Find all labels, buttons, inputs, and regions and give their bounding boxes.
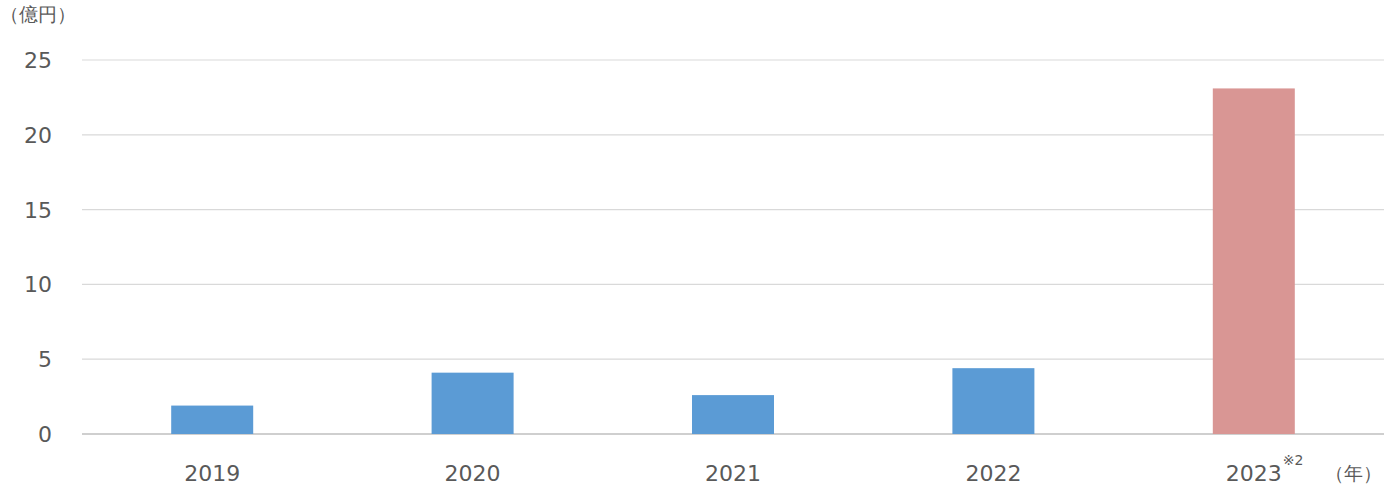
grid-line bbox=[82, 59, 1384, 60]
grid-line bbox=[82, 209, 1384, 210]
bar bbox=[432, 373, 514, 434]
y-tick-label: 10 bbox=[24, 272, 52, 297]
y-tick-label: 20 bbox=[24, 123, 52, 148]
bar bbox=[1213, 88, 1295, 434]
grid-line bbox=[82, 284, 1384, 285]
bar bbox=[952, 368, 1034, 434]
y-tick-label: 0 bbox=[38, 422, 52, 447]
x-tick-label: 2022 bbox=[965, 461, 1021, 485]
y-tick-label: 5 bbox=[38, 347, 52, 372]
y-tick-label: 15 bbox=[24, 198, 52, 223]
y-tick-label: 25 bbox=[24, 48, 52, 73]
y-axis-label: （億円） bbox=[0, 3, 76, 25]
bar bbox=[692, 395, 774, 434]
bars bbox=[171, 88, 1295, 434]
x-tick-label: 2023 bbox=[1226, 461, 1282, 485]
x-tick-label: 2021 bbox=[705, 461, 761, 485]
annotation: ※2 bbox=[1283, 452, 1304, 468]
grid-line bbox=[82, 134, 1384, 135]
grid-line bbox=[82, 359, 1384, 360]
bar bbox=[171, 406, 253, 434]
x-tick-label: 2019 bbox=[184, 461, 240, 485]
chart-container: 0 5 10 15 20 25 2019 2020 2021 2022 2023※2 （億円） （年） bbox=[0, 0, 1384, 485]
x-tick-label: 2020 bbox=[445, 461, 501, 485]
chart-svg: 0 5 10 15 20 25 2019 2020 2021 2022 2023※2 （億円） （年） bbox=[0, 0, 1384, 485]
x-axis-label: （年） bbox=[1325, 462, 1382, 484]
